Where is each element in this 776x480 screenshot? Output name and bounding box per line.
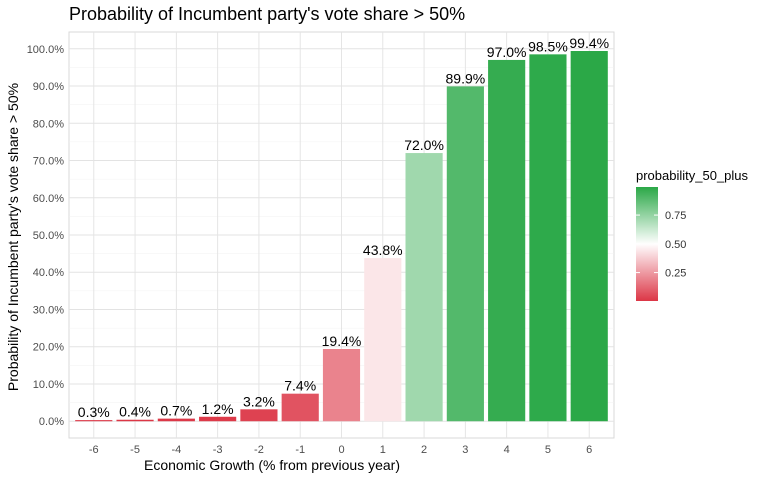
bar: [199, 416, 237, 422]
legend: probability_50_plus 0.25 0.50 0.75: [636, 168, 749, 301]
bar-data-label: 7.4%: [284, 378, 316, 394]
y-tick-label: 50.0%: [33, 230, 64, 242]
x-axis-title: Economic Growth (% from previous year): [144, 457, 400, 473]
bar: [488, 59, 526, 422]
bar-data-label: 0.7%: [160, 403, 192, 419]
bar: [364, 258, 402, 422]
y-tick-label: 20.0%: [33, 342, 64, 354]
bar: [446, 86, 484, 422]
bar-data-label: 3.2%: [243, 393, 275, 409]
x-tick-label: -1: [295, 444, 305, 456]
y-tick-label: 30.0%: [33, 304, 64, 316]
bar-data-label: 0.4%: [119, 404, 151, 420]
x-axis-ticks: -6 -5 -4 -3 -2 -1 0 1 2 3 4 5 6: [89, 444, 592, 456]
bar: [75, 420, 113, 422]
bar: [570, 50, 608, 422]
y-tick-label: 40.0%: [33, 267, 64, 279]
legend-ticks: 0.25 0.50 0.75: [636, 210, 686, 280]
bar-data-label: 97.0%: [487, 44, 527, 60]
bar-data-label: 89.9%: [446, 70, 486, 86]
bar: [116, 419, 154, 422]
x-tick-label: 5: [545, 444, 551, 456]
bar: [281, 393, 319, 422]
bar: [240, 409, 278, 422]
x-tick-label: 2: [421, 444, 427, 456]
y-tick-label: 70.0%: [33, 156, 64, 168]
bar-data-label: 72.0%: [404, 137, 444, 153]
bar-data-label: 99.4%: [569, 35, 609, 51]
y-tick-label: 60.0%: [33, 193, 64, 205]
legend-tick-label: 0.75: [665, 210, 686, 222]
x-tick-label: -5: [130, 444, 140, 456]
x-tick-label: 1: [380, 444, 386, 456]
legend-colorbar: [636, 187, 658, 301]
y-tick-label: 100.0%: [27, 44, 65, 56]
bar-data-label: 98.5%: [528, 38, 568, 54]
x-tick-label: -3: [213, 444, 223, 456]
bars: [75, 50, 608, 422]
bar-data-label: 19.4%: [322, 333, 362, 349]
x-tick-label: 0: [338, 444, 344, 456]
bar: [157, 418, 195, 422]
y-tick-label: 10.0%: [33, 379, 64, 391]
y-tick-label: 90.0%: [33, 81, 64, 93]
legend-tick-label: 0.50: [665, 239, 686, 251]
chart-title: Probability of Incumbent party's vote sh…: [69, 4, 465, 24]
y-axis-title: Probability of Incumbent party's vote sh…: [5, 83, 21, 391]
bar-data-label: 0.3%: [78, 404, 110, 420]
x-tick-label: 4: [504, 444, 510, 456]
y-tick-label: 80.0%: [33, 118, 64, 130]
bar: [405, 153, 443, 422]
y-tick-label: 0.0%: [39, 416, 64, 428]
bar: [322, 348, 361, 422]
bar-data-label: 43.8%: [363, 242, 403, 258]
bar-data-label: 1.2%: [202, 401, 234, 417]
bar-labels: 0.3% 0.4% 0.7% 1.2% 3.2% 7.4% 19.4% 43.8% 72.0% 8…: [78, 35, 609, 420]
x-tick-label: -6: [89, 444, 99, 456]
legend-tick-label: 0.25: [665, 268, 686, 280]
x-tick-label: 6: [586, 444, 592, 456]
legend-title: probability_50_plus: [636, 168, 749, 183]
bar: [529, 54, 567, 422]
x-tick-label: -2: [254, 444, 264, 456]
y-axis-ticks: 0.0% 10.0% 20.0% 30.0% 40.0% 50.0% 60.0% 70.0% 8…: [27, 44, 65, 428]
x-tick-label: -4: [171, 444, 181, 456]
x-tick-label: 3: [462, 444, 468, 456]
